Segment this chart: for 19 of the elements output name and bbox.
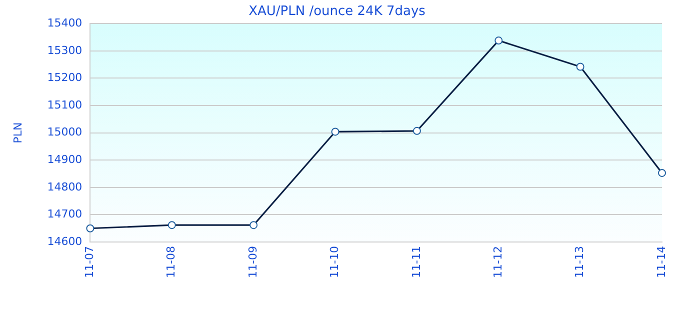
chart-title: XAU/PLN /ounce 24K 7days: [248, 4, 426, 20]
y-tick-label: 15400: [47, 16, 82, 30]
y-tick-label: 15200: [47, 71, 82, 84]
x-tick-label: 11-13: [573, 246, 586, 278]
y-tick-label: 15300: [47, 44, 82, 57]
y-tick-label: 15000: [47, 126, 82, 139]
x-tick-label: 11-08: [164, 246, 178, 278]
y-tick-label: 14700: [47, 208, 82, 221]
y-tick-label: 14800: [47, 180, 82, 194]
x-tick-label: 11-09: [246, 246, 260, 278]
y-tick-label: 14600: [47, 234, 82, 248]
x-tick-label: 11-12: [491, 246, 504, 278]
x-tick-label: 11-11: [410, 246, 423, 278]
y-axis-title: PLN: [11, 122, 24, 144]
y-tick-label: 14900: [47, 152, 82, 166]
x-tick-label: 11-07: [83, 246, 96, 278]
y-tick-label: 15100: [47, 98, 82, 112]
x-tick-label: 11-10: [328, 246, 342, 278]
x-tick-label: 11-14: [654, 246, 668, 278]
